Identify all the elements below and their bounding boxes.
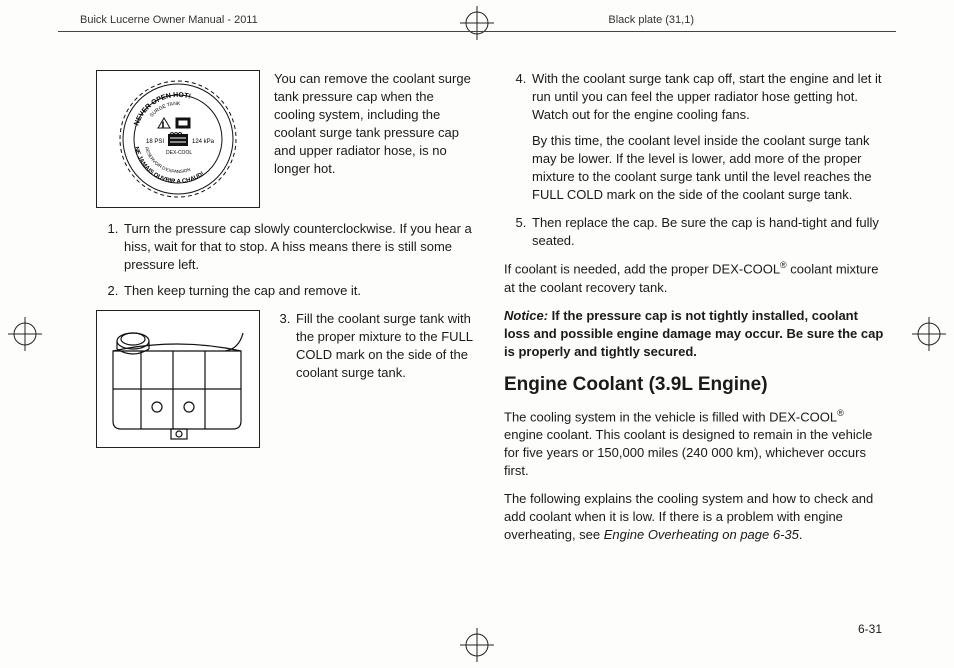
- svg-text:!: !: [162, 122, 164, 129]
- section-p2b-italic: Engine Overheating on page 6-35: [604, 527, 799, 542]
- cap-dex: DEX-COOL: [166, 150, 192, 156]
- section-p2c: .: [799, 527, 803, 542]
- notice-label: Notice:: [504, 308, 548, 323]
- figure-1-caption: You can remove the coolant surge tank pr…: [274, 70, 476, 178]
- step-4b: By this time, the coolant level inside t…: [532, 132, 884, 204]
- steps-list-left: Turn the pressure cap slowly countercloc…: [96, 220, 476, 300]
- notice-body: If the pressure cap is not tightly insta…: [504, 308, 883, 359]
- section-heading: Engine Coolant (3.9L Engine): [504, 372, 884, 398]
- step-3: Fill the coolant surge tank with the pro…: [294, 310, 476, 382]
- registration-mark-left: [8, 317, 42, 351]
- notice-paragraph: Notice: If the pressure cap is not tight…: [504, 307, 884, 361]
- section-p2: The following explains the cooling syste…: [504, 490, 884, 544]
- steps-list-left-2: Fill the coolant surge tank with the pro…: [274, 310, 476, 390]
- figure-surge-tank: [96, 310, 260, 448]
- step-1: Turn the pressure cap slowly countercloc…: [122, 220, 476, 274]
- header-right-text: Black plate (31,1): [608, 14, 694, 26]
- step-4a: With the coolant surge tank cap off, sta…: [532, 71, 882, 122]
- section-p1a: The cooling system in the vehicle is fil…: [504, 409, 837, 424]
- registration-mark-right: [912, 317, 946, 351]
- reg-mark-2: ®: [837, 408, 844, 418]
- right-column: With the coolant surge tank cap off, sta…: [504, 70, 884, 608]
- header-left-text: Buick Lucerne Owner Manual - 2011: [80, 14, 258, 26]
- figure-cap-diagram: NEVER OPEN HOT! SURGE TANK NE JAMAIS OUV…: [96, 70, 260, 208]
- reg-mark-1: ®: [780, 260, 787, 270]
- after-steps-text: If coolant is needed, add the proper DEX…: [504, 262, 780, 277]
- figure-1-row: NEVER OPEN HOT! SURGE TANK NE JAMAIS OUV…: [96, 70, 476, 208]
- step-2: Then keep turning the cap and remove it.: [122, 282, 476, 300]
- cap-kpa: 124 kPa: [192, 139, 215, 145]
- page-number: 6-31: [858, 622, 882, 636]
- header-rule: [58, 31, 896, 32]
- section-p1: The cooling system in the vehicle is fil…: [504, 407, 884, 480]
- step-5: Then replace the cap. Be sure the cap is…: [530, 214, 884, 250]
- page-header: Buick Lucerne Owner Manual - 2011 Black …: [0, 8, 954, 38]
- left-column: NEVER OPEN HOT! SURGE TANK NE JAMAIS OUV…: [96, 70, 476, 608]
- section-p1b: engine coolant. This coolant is designed…: [504, 427, 872, 478]
- figure-2-row: Fill the coolant surge tank with the pro…: [96, 310, 476, 448]
- after-steps-para: If coolant is needed, add the proper DEX…: [504, 259, 884, 296]
- step-4: With the coolant surge tank cap off, sta…: [530, 70, 884, 204]
- cap-psi: 18 PSI: [146, 139, 164, 145]
- steps-list-right: With the coolant surge tank cap off, sta…: [504, 70, 884, 249]
- page-body: NEVER OPEN HOT! SURGE TANK NE JAMAIS OUV…: [96, 70, 884, 608]
- registration-mark-bottom: [460, 628, 494, 662]
